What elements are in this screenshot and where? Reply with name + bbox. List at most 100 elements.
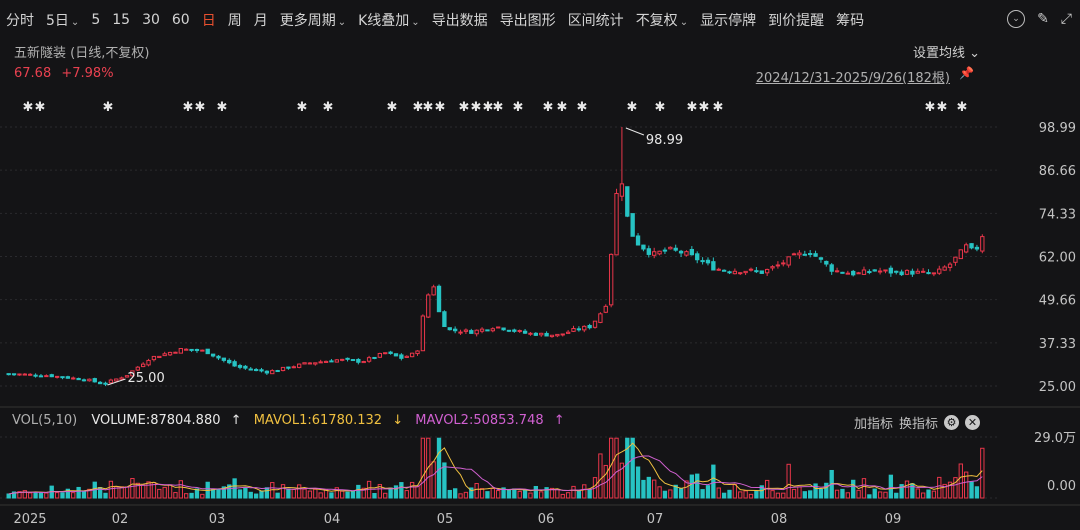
candle-body	[517, 330, 522, 333]
add-indicator-button[interactable]: 加指标	[853, 417, 893, 432]
candle-body	[302, 362, 307, 365]
volume-bar	[781, 492, 786, 499]
candle-body	[313, 362, 318, 365]
candle-body	[44, 375, 49, 378]
candle-body	[485, 329, 490, 332]
toolbar-item-13[interactable]: 区间统计	[562, 10, 630, 30]
event-marker: ✱	[217, 100, 228, 115]
volume-bar	[296, 484, 302, 499]
toolbar-item-1[interactable]: 5日 ⌄	[40, 10, 85, 30]
volume-bar	[915, 488, 920, 499]
volume-bar	[748, 493, 754, 499]
candle-body	[377, 353, 383, 358]
volume-bar	[646, 476, 651, 499]
candle-body	[522, 330, 528, 334]
candle-body	[323, 360, 329, 363]
volume-bar	[759, 485, 764, 499]
volume-bar	[867, 494, 872, 499]
toolbar-item-9[interactable]: 更多周期 ⌄	[274, 10, 352, 30]
volume-bar	[420, 437, 426, 499]
volume-bar	[953, 477, 958, 499]
ma-settings-button[interactable]: 设置均线 ⌄	[912, 46, 980, 61]
candle-body	[560, 333, 565, 336]
toolbar-item-label: 日	[201, 13, 216, 29]
edit-icon[interactable]: ✎	[1037, 11, 1049, 27]
pin-icon[interactable]: 📌	[959, 66, 974, 80]
toolbar-item-14[interactable]: 不复权 ⌄	[630, 10, 694, 30]
volume-bar	[44, 492, 49, 499]
candle-body	[625, 186, 630, 217]
volume-bar	[824, 482, 829, 499]
candle-body	[420, 315, 426, 352]
volume-bar	[345, 491, 350, 499]
toolbar-item-7[interactable]: 周	[222, 10, 248, 30]
chevron-down-icon: ⌄	[70, 17, 80, 28]
candle-body	[608, 253, 614, 306]
indicator-buttons: 加指标 换指标 ⚙ ✕	[854, 413, 980, 432]
candle-body	[824, 260, 829, 265]
toolbar-item-4[interactable]: 30	[136, 12, 166, 28]
candle-body	[151, 355, 157, 361]
toolbar-item-6[interactable]: 日	[196, 10, 222, 30]
candle-body	[646, 248, 651, 255]
date-tick-label: 03	[209, 512, 226, 527]
volume-arrow: ↑	[230, 413, 242, 428]
toolbar-item-5[interactable]: 60	[166, 12, 196, 28]
toolbar-item-0[interactable]: 分时	[0, 10, 40, 30]
toolbar-item-2[interactable]: 5	[85, 12, 106, 28]
volume-bar	[608, 437, 614, 499]
event-marker: ✱	[937, 100, 948, 115]
volume-bar	[76, 486, 81, 499]
volume-bar	[635, 466, 641, 499]
toolbar-item-3[interactable]: 15	[106, 12, 136, 28]
candle-body	[76, 377, 81, 381]
candle-body	[490, 328, 495, 332]
toolbar-item-16[interactable]: 到价提醒	[762, 10, 830, 30]
toolbar-item-label: 5日	[46, 13, 69, 29]
candle-body	[501, 327, 506, 331]
gear-icon[interactable]: ⚙	[944, 415, 959, 430]
candle-body	[71, 377, 76, 380]
candle-body	[447, 327, 452, 331]
volume-bar	[770, 490, 775, 499]
candle-body	[463, 329, 469, 332]
toolbar-item-label: 30	[142, 12, 160, 28]
toolbar-item-label: 分时	[6, 13, 34, 29]
toolbar-item-12[interactable]: 导出图形	[494, 10, 562, 30]
candle-body	[937, 268, 942, 274]
candle-body	[415, 350, 420, 355]
expand-icon[interactable]: ⤢	[1060, 11, 1072, 27]
chevron-down-circle-icon[interactable]: ⌄	[1007, 10, 1026, 28]
candle-body	[700, 260, 705, 263]
candle-body	[721, 269, 727, 272]
candle-body	[393, 353, 399, 357]
candle-body	[840, 271, 845, 274]
volume-bar	[221, 486, 227, 499]
toolbar-item-15[interactable]: 显示停牌	[694, 10, 762, 30]
date-range-label[interactable]: 2024/12/31-2025/9/26(182根)	[755, 71, 950, 86]
toolbar-item-17[interactable]: 筹码	[830, 10, 870, 30]
candle-body	[329, 360, 334, 363]
toolbar-item-10[interactable]: K线叠加 ⌄	[352, 10, 426, 30]
volume-bar	[738, 491, 743, 499]
candle-body	[587, 324, 592, 329]
mavol1-arrow: ↓	[392, 413, 404, 428]
candle-body	[173, 351, 178, 354]
price-tick-label: 37.33	[1039, 337, 1076, 352]
volume-bar	[705, 485, 711, 499]
candle-body	[141, 363, 146, 368]
candle-body	[65, 376, 71, 379]
candle-body	[340, 358, 345, 361]
candle-body	[544, 332, 549, 337]
candle-body	[797, 252, 802, 256]
volume-bar	[625, 437, 630, 499]
close-icon[interactable]: ✕	[965, 415, 980, 430]
candle-body	[802, 253, 807, 256]
volume-bar	[210, 488, 216, 499]
toolbar-item-11[interactable]: 导出数据	[426, 10, 494, 30]
toolbar-item-8[interactable]: 月	[248, 10, 274, 30]
switch-indicator-button[interactable]: 换指标	[898, 417, 938, 432]
event-marker: ✱	[513, 100, 524, 115]
volume-bar	[818, 488, 824, 499]
